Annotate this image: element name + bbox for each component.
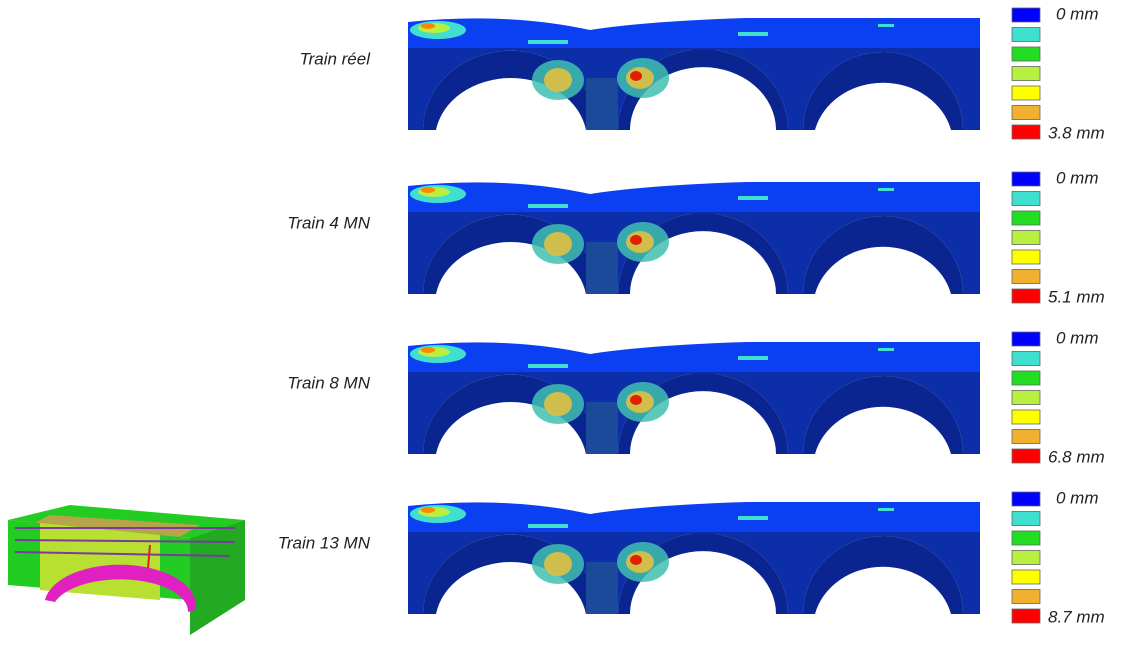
legend-swatch	[1012, 590, 1040, 604]
legend-swatch	[1012, 270, 1040, 284]
legend-max: 3.8 mm	[1048, 123, 1105, 142]
legend-swatch	[1012, 609, 1040, 623]
legend-min: 0 mm	[1056, 328, 1099, 347]
legend-max: 5.1 mm	[1048, 287, 1105, 306]
legend-swatch	[1012, 410, 1040, 424]
legend-swatch	[1012, 570, 1040, 584]
legend-swatch	[1012, 492, 1040, 506]
legend-swatch	[1012, 371, 1040, 385]
legend-min: 0 mm	[1056, 4, 1099, 23]
bridge-render	[408, 501, 980, 615]
model-thumbnail	[8, 505, 245, 635]
bridge-render	[408, 341, 980, 455]
bridge-render	[408, 181, 980, 295]
bridge-render	[408, 17, 980, 131]
legend-swatch	[1012, 172, 1040, 186]
legend-swatch	[1012, 352, 1040, 366]
legend-swatch	[1012, 106, 1040, 120]
row-label: Train 4 MN	[287, 213, 371, 232]
legend-swatch	[1012, 289, 1040, 303]
legend-swatch	[1012, 449, 1040, 463]
row-label: Train réel	[299, 49, 371, 68]
legend-swatch	[1012, 8, 1040, 22]
legend-swatch	[1012, 86, 1040, 100]
legend-swatch	[1012, 250, 1040, 264]
legend-swatch	[1012, 125, 1040, 139]
legend-max: 8.7 mm	[1048, 607, 1105, 626]
legend-max: 6.8 mm	[1048, 447, 1105, 466]
row-label: Train 8 MN	[287, 373, 371, 392]
figure: Train réel 0 mm 3.8 mm Train 4 MN 0 mm 5.1 mm…	[0, 0, 1134, 640]
legend-swatch	[1012, 28, 1040, 42]
legend-swatch	[1012, 551, 1040, 565]
legend-swatch	[1012, 231, 1040, 245]
legend-swatch	[1012, 192, 1040, 206]
legend-swatch	[1012, 67, 1040, 81]
row-label: Train 13 MN	[278, 533, 371, 552]
legend-swatch	[1012, 332, 1040, 346]
legend-min: 0 mm	[1056, 488, 1099, 507]
legend-swatch	[1012, 512, 1040, 526]
legend-min: 0 mm	[1056, 168, 1099, 187]
legend-swatch	[1012, 531, 1040, 545]
legend-swatch	[1012, 211, 1040, 225]
legend-swatch	[1012, 391, 1040, 405]
legend-swatch	[1012, 430, 1040, 444]
legend-swatch	[1012, 47, 1040, 61]
